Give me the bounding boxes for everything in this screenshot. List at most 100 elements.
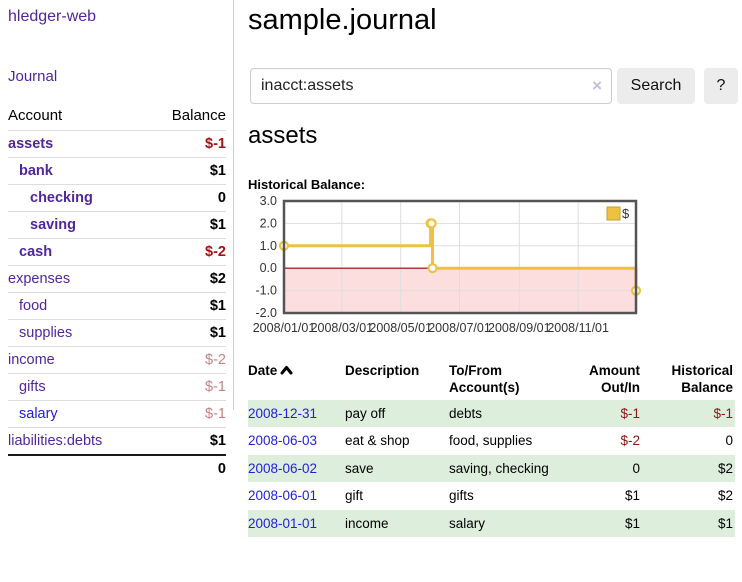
register-header-amount: Amount Out/In xyxy=(589,363,640,395)
register-header-date[interactable]: Date xyxy=(248,360,345,400)
svg-text:$: $ xyxy=(622,206,630,221)
account-row: checking 0 xyxy=(8,184,226,212)
transaction-accounts: salary xyxy=(449,515,486,531)
account-link[interactable]: income xyxy=(8,352,55,368)
clear-search-icon[interactable]: × xyxy=(592,76,602,95)
transaction-date-link[interactable]: 2008-06-03 xyxy=(248,433,318,449)
account-balance: $-1 xyxy=(205,379,226,395)
account-balance: $1 xyxy=(209,163,226,179)
account-row: assets $-1 xyxy=(8,130,226,158)
transaction-row: 2008-12-31 pay off debts $-1 $-1 xyxy=(248,399,735,428)
historical-balance-chart[interactable]: $3.0 2.0 1.0 0.0 -1.0 -2.0 2008/01/01 2008/03/0… xyxy=(248,194,648,346)
account-row: cash $-2 xyxy=(8,238,226,266)
search-form: × Search ? xyxy=(248,68,738,104)
transaction-date-link[interactable]: 2008-06-01 xyxy=(248,488,318,504)
svg-text:3.0: 3.0 xyxy=(260,196,277,208)
account-link[interactable]: saving xyxy=(30,217,76,233)
sidebar-item-journal[interactable]: Journal xyxy=(8,68,58,85)
help-button[interactable]: ? xyxy=(704,68,738,104)
register-table: Date Description To/From Account(s) Amoun… xyxy=(248,360,735,538)
transaction-amount: $-2 xyxy=(620,433,640,449)
accounts-header-balance: Balance xyxy=(171,107,226,124)
svg-text:2008/01/01: 2008/01/01 xyxy=(253,321,316,335)
account-balance: $1 xyxy=(209,325,226,341)
account-row: saving $1 xyxy=(8,211,226,239)
account-row: expenses $2 xyxy=(8,265,226,293)
main-content: sample.journal × Search ? assets Histori… xyxy=(248,0,738,538)
search-input[interactable] xyxy=(261,70,581,102)
search-button[interactable]: Search xyxy=(617,68,695,104)
account-balance: $2 xyxy=(209,271,226,287)
svg-text:0.0: 0.0 xyxy=(260,261,277,275)
transaction-amount: 0 xyxy=(632,460,640,476)
account-link[interactable]: supplies xyxy=(19,325,73,341)
svg-text:2008/11/01: 2008/11/01 xyxy=(547,321,609,335)
svg-text:2008/07/01: 2008/07/01 xyxy=(428,321,491,335)
account-link[interactable]: expenses xyxy=(8,271,71,287)
register-header-row: Date Description To/From Account(s) Amoun… xyxy=(248,360,735,400)
transaction-row: 2008-06-03 eat & shop food, supplies $-2… xyxy=(248,427,735,455)
account-row: gifts $-1 xyxy=(8,373,226,401)
account-row: income $-2 xyxy=(8,346,226,374)
account-balance: $1 xyxy=(209,433,226,449)
account-link[interactable]: assets xyxy=(8,136,54,152)
transaction-description: eat & shop xyxy=(345,433,410,449)
sidebar: hledger-web Journal Account Balance asse… xyxy=(8,4,226,482)
transaction-balance: $2 xyxy=(717,488,733,504)
account-balance: $-1 xyxy=(205,406,226,422)
transaction-balance: 0 xyxy=(725,433,733,449)
account-balance: $-2 xyxy=(205,352,226,368)
register-header-accounts: To/From Account(s) xyxy=(449,363,520,395)
accounts-header-account: Account xyxy=(8,107,63,124)
svg-text:2008/03/01: 2008/03/01 xyxy=(311,321,374,335)
transaction-balance: $2 xyxy=(717,460,733,476)
account-balance: 0 xyxy=(217,190,226,206)
svg-text:-1.0: -1.0 xyxy=(255,284,277,298)
account-heading: assets xyxy=(248,122,318,149)
chart-title: Historical Balance: xyxy=(248,177,366,192)
account-row: food $1 xyxy=(8,292,226,320)
transaction-accounts: food, supplies xyxy=(449,433,533,449)
transaction-row: 2008-06-02 save saving, checking 0 $2 xyxy=(248,454,735,483)
svg-text:-2.0: -2.0 xyxy=(255,306,277,320)
account-row: bank $1 xyxy=(8,157,226,185)
transaction-description: gift xyxy=(345,488,364,504)
register-header-balance: Historical Balance xyxy=(671,363,733,395)
transaction-accounts: debts xyxy=(449,405,483,421)
transaction-amount: $1 xyxy=(624,515,640,531)
account-link[interactable]: liabilities:debts xyxy=(8,433,103,449)
transaction-date-link[interactable]: 2008-01-01 xyxy=(248,515,318,531)
transaction-accounts: gifts xyxy=(449,488,474,504)
svg-text:2.0: 2.0 xyxy=(260,216,277,230)
account-row: supplies $1 xyxy=(8,319,226,347)
transaction-amount: $-1 xyxy=(620,405,640,421)
search-box: × xyxy=(250,68,612,104)
svg-text:2008/05/01: 2008/05/01 xyxy=(369,321,432,335)
account-link[interactable]: food xyxy=(19,298,48,314)
transaction-row: 2008-01-01 income salary $1 $1 xyxy=(248,509,735,538)
register-header-description: Description xyxy=(345,363,420,378)
account-row: liabilities:debts $1 xyxy=(8,427,226,456)
transaction-date-link[interactable]: 2008-06-02 xyxy=(248,460,318,476)
transaction-row: 2008-06-01 gift gifts $1 $2 xyxy=(248,482,735,510)
accounts-total-row: 0 xyxy=(8,454,226,482)
sidebar-divider xyxy=(233,0,234,410)
transaction-date-link[interactable]: 2008-12-31 xyxy=(248,405,318,421)
transaction-balance: $-1 xyxy=(713,405,733,421)
sort-ascending-icon xyxy=(280,363,293,380)
account-balance: $-1 xyxy=(205,136,226,152)
app-title-link[interactable]: hledger-web xyxy=(8,8,97,25)
transaction-description: save xyxy=(345,460,374,476)
account-link[interactable]: salary xyxy=(19,406,58,422)
account-row: salary $-1 xyxy=(8,400,226,428)
transaction-amount: $1 xyxy=(624,488,640,504)
account-link[interactable]: gifts xyxy=(19,379,46,395)
account-link[interactable]: bank xyxy=(19,163,53,179)
transaction-accounts: saving, checking xyxy=(449,460,549,476)
accounts-total-spacer xyxy=(8,454,147,482)
accounts-table: Account Balance assets $-1 bank $1 check… xyxy=(8,102,226,482)
account-link[interactable]: cash xyxy=(19,244,53,260)
account-link[interactable]: checking xyxy=(30,190,93,206)
page-title: sample.journal xyxy=(248,4,437,36)
